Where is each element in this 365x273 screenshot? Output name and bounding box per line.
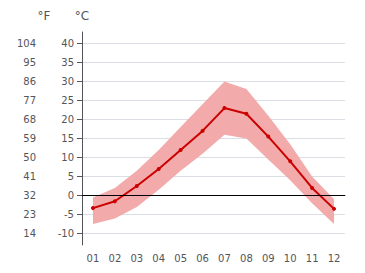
svg-text:01: 01 xyxy=(87,253,100,264)
svg-text:0: 0 xyxy=(68,190,74,201)
svg-text:05: 05 xyxy=(174,253,187,264)
svg-text:06: 06 xyxy=(196,253,209,264)
svg-text:50: 50 xyxy=(23,152,36,163)
svg-text:23: 23 xyxy=(23,209,36,220)
svg-text:09: 09 xyxy=(262,253,275,264)
svg-text:35: 35 xyxy=(61,57,74,68)
svg-text:104: 104 xyxy=(17,38,36,49)
svg-text:20: 20 xyxy=(61,114,74,125)
svg-text:30: 30 xyxy=(61,76,74,87)
svg-text:59: 59 xyxy=(23,133,36,144)
svg-text:-5: -5 xyxy=(64,209,74,220)
svg-text:32: 32 xyxy=(23,190,36,201)
svg-text:°C: °C xyxy=(75,9,89,23)
svg-text:14: 14 xyxy=(23,228,36,239)
svg-text:07: 07 xyxy=(218,253,231,264)
svg-text:95: 95 xyxy=(23,57,36,68)
svg-text:04: 04 xyxy=(152,253,165,264)
svg-text:25: 25 xyxy=(61,95,74,106)
svg-text:40: 40 xyxy=(61,38,74,49)
svg-text:03: 03 xyxy=(130,253,143,264)
svg-text:12: 12 xyxy=(328,253,341,264)
svg-text:77: 77 xyxy=(23,95,36,106)
svg-text:08: 08 xyxy=(240,253,253,264)
svg-text:02: 02 xyxy=(109,253,122,264)
svg-text:15: 15 xyxy=(61,133,74,144)
svg-text:11: 11 xyxy=(306,253,319,264)
svg-text:5: 5 xyxy=(68,171,74,182)
svg-text:°F: °F xyxy=(38,9,51,23)
svg-text:10: 10 xyxy=(61,152,74,163)
svg-text:86: 86 xyxy=(23,76,36,87)
svg-text:68: 68 xyxy=(23,114,36,125)
svg-text:10: 10 xyxy=(284,253,297,264)
svg-text:41: 41 xyxy=(23,171,36,182)
svg-text:-10: -10 xyxy=(58,228,74,239)
